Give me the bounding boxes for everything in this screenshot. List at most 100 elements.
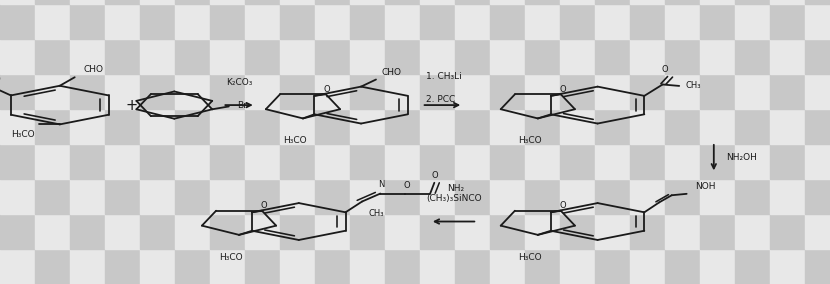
Bar xyxy=(665,179,700,214)
Bar xyxy=(805,214,830,249)
Text: 1. CH₃Li: 1. CH₃Li xyxy=(426,72,461,81)
Bar xyxy=(210,0,245,4)
Bar xyxy=(350,109,385,144)
Bar xyxy=(630,74,665,109)
Bar xyxy=(35,144,70,179)
Bar xyxy=(105,4,140,39)
Bar xyxy=(350,214,385,249)
Bar xyxy=(595,0,630,4)
Bar xyxy=(420,144,455,179)
Text: H₃CO: H₃CO xyxy=(283,136,306,145)
Bar xyxy=(105,179,140,214)
Bar xyxy=(630,4,665,39)
Bar xyxy=(700,109,735,144)
Text: CH₃: CH₃ xyxy=(369,208,384,218)
Bar xyxy=(175,109,210,144)
Bar xyxy=(315,249,350,284)
Bar xyxy=(0,74,35,109)
Text: O: O xyxy=(324,85,330,94)
Bar xyxy=(805,39,830,74)
Bar xyxy=(70,144,105,179)
Bar xyxy=(315,39,350,74)
Bar xyxy=(770,109,805,144)
Bar xyxy=(420,74,455,109)
Bar xyxy=(525,74,560,109)
Bar xyxy=(455,4,490,39)
Bar xyxy=(770,179,805,214)
Text: CHO: CHO xyxy=(382,68,402,77)
Bar xyxy=(665,0,700,4)
Bar xyxy=(105,214,140,249)
Text: CHO: CHO xyxy=(83,65,103,74)
Text: Br: Br xyxy=(237,101,247,110)
Bar xyxy=(525,109,560,144)
Bar xyxy=(175,4,210,39)
Bar xyxy=(420,249,455,284)
Bar xyxy=(70,249,105,284)
Bar xyxy=(455,179,490,214)
Bar xyxy=(770,249,805,284)
Bar xyxy=(70,39,105,74)
Bar xyxy=(280,249,315,284)
Bar xyxy=(175,214,210,249)
Bar xyxy=(525,179,560,214)
Bar xyxy=(35,109,70,144)
Bar xyxy=(385,109,420,144)
Bar xyxy=(210,249,245,284)
Bar xyxy=(175,0,210,4)
Bar xyxy=(525,0,560,4)
Bar xyxy=(770,144,805,179)
Bar xyxy=(665,109,700,144)
Text: O: O xyxy=(662,65,668,74)
Bar xyxy=(420,109,455,144)
Bar xyxy=(0,4,35,39)
Bar xyxy=(315,214,350,249)
Bar xyxy=(490,4,525,39)
Bar xyxy=(700,74,735,109)
Bar xyxy=(490,0,525,4)
Bar xyxy=(385,144,420,179)
Bar xyxy=(700,249,735,284)
Text: (CH₃)₃SiNCO: (CH₃)₃SiNCO xyxy=(426,194,481,203)
Bar xyxy=(175,249,210,284)
Bar xyxy=(0,144,35,179)
Bar xyxy=(245,74,280,109)
Bar xyxy=(455,109,490,144)
Bar xyxy=(455,39,490,74)
Bar xyxy=(350,74,385,109)
Bar xyxy=(280,109,315,144)
Bar xyxy=(490,179,525,214)
Bar xyxy=(735,249,770,284)
Text: O: O xyxy=(261,201,267,210)
Bar xyxy=(770,74,805,109)
Bar xyxy=(560,4,595,39)
Bar xyxy=(245,214,280,249)
Bar xyxy=(350,39,385,74)
Bar xyxy=(105,249,140,284)
Text: NOH: NOH xyxy=(695,182,715,191)
Text: O: O xyxy=(559,85,566,94)
Bar xyxy=(140,4,175,39)
Bar xyxy=(280,0,315,4)
Bar xyxy=(210,74,245,109)
Bar xyxy=(280,144,315,179)
Bar xyxy=(210,109,245,144)
Bar xyxy=(385,39,420,74)
Bar xyxy=(385,74,420,109)
Bar xyxy=(805,109,830,144)
Text: H₃CO: H₃CO xyxy=(12,130,35,139)
Bar xyxy=(105,74,140,109)
Bar xyxy=(490,214,525,249)
Bar xyxy=(700,214,735,249)
Bar xyxy=(455,74,490,109)
Bar xyxy=(35,214,70,249)
Bar xyxy=(385,214,420,249)
Text: NH₂: NH₂ xyxy=(447,184,464,193)
Bar xyxy=(245,109,280,144)
Bar xyxy=(245,249,280,284)
Bar xyxy=(315,144,350,179)
Bar xyxy=(385,4,420,39)
Bar xyxy=(805,4,830,39)
Bar xyxy=(735,109,770,144)
Text: H₃CO: H₃CO xyxy=(518,252,541,262)
